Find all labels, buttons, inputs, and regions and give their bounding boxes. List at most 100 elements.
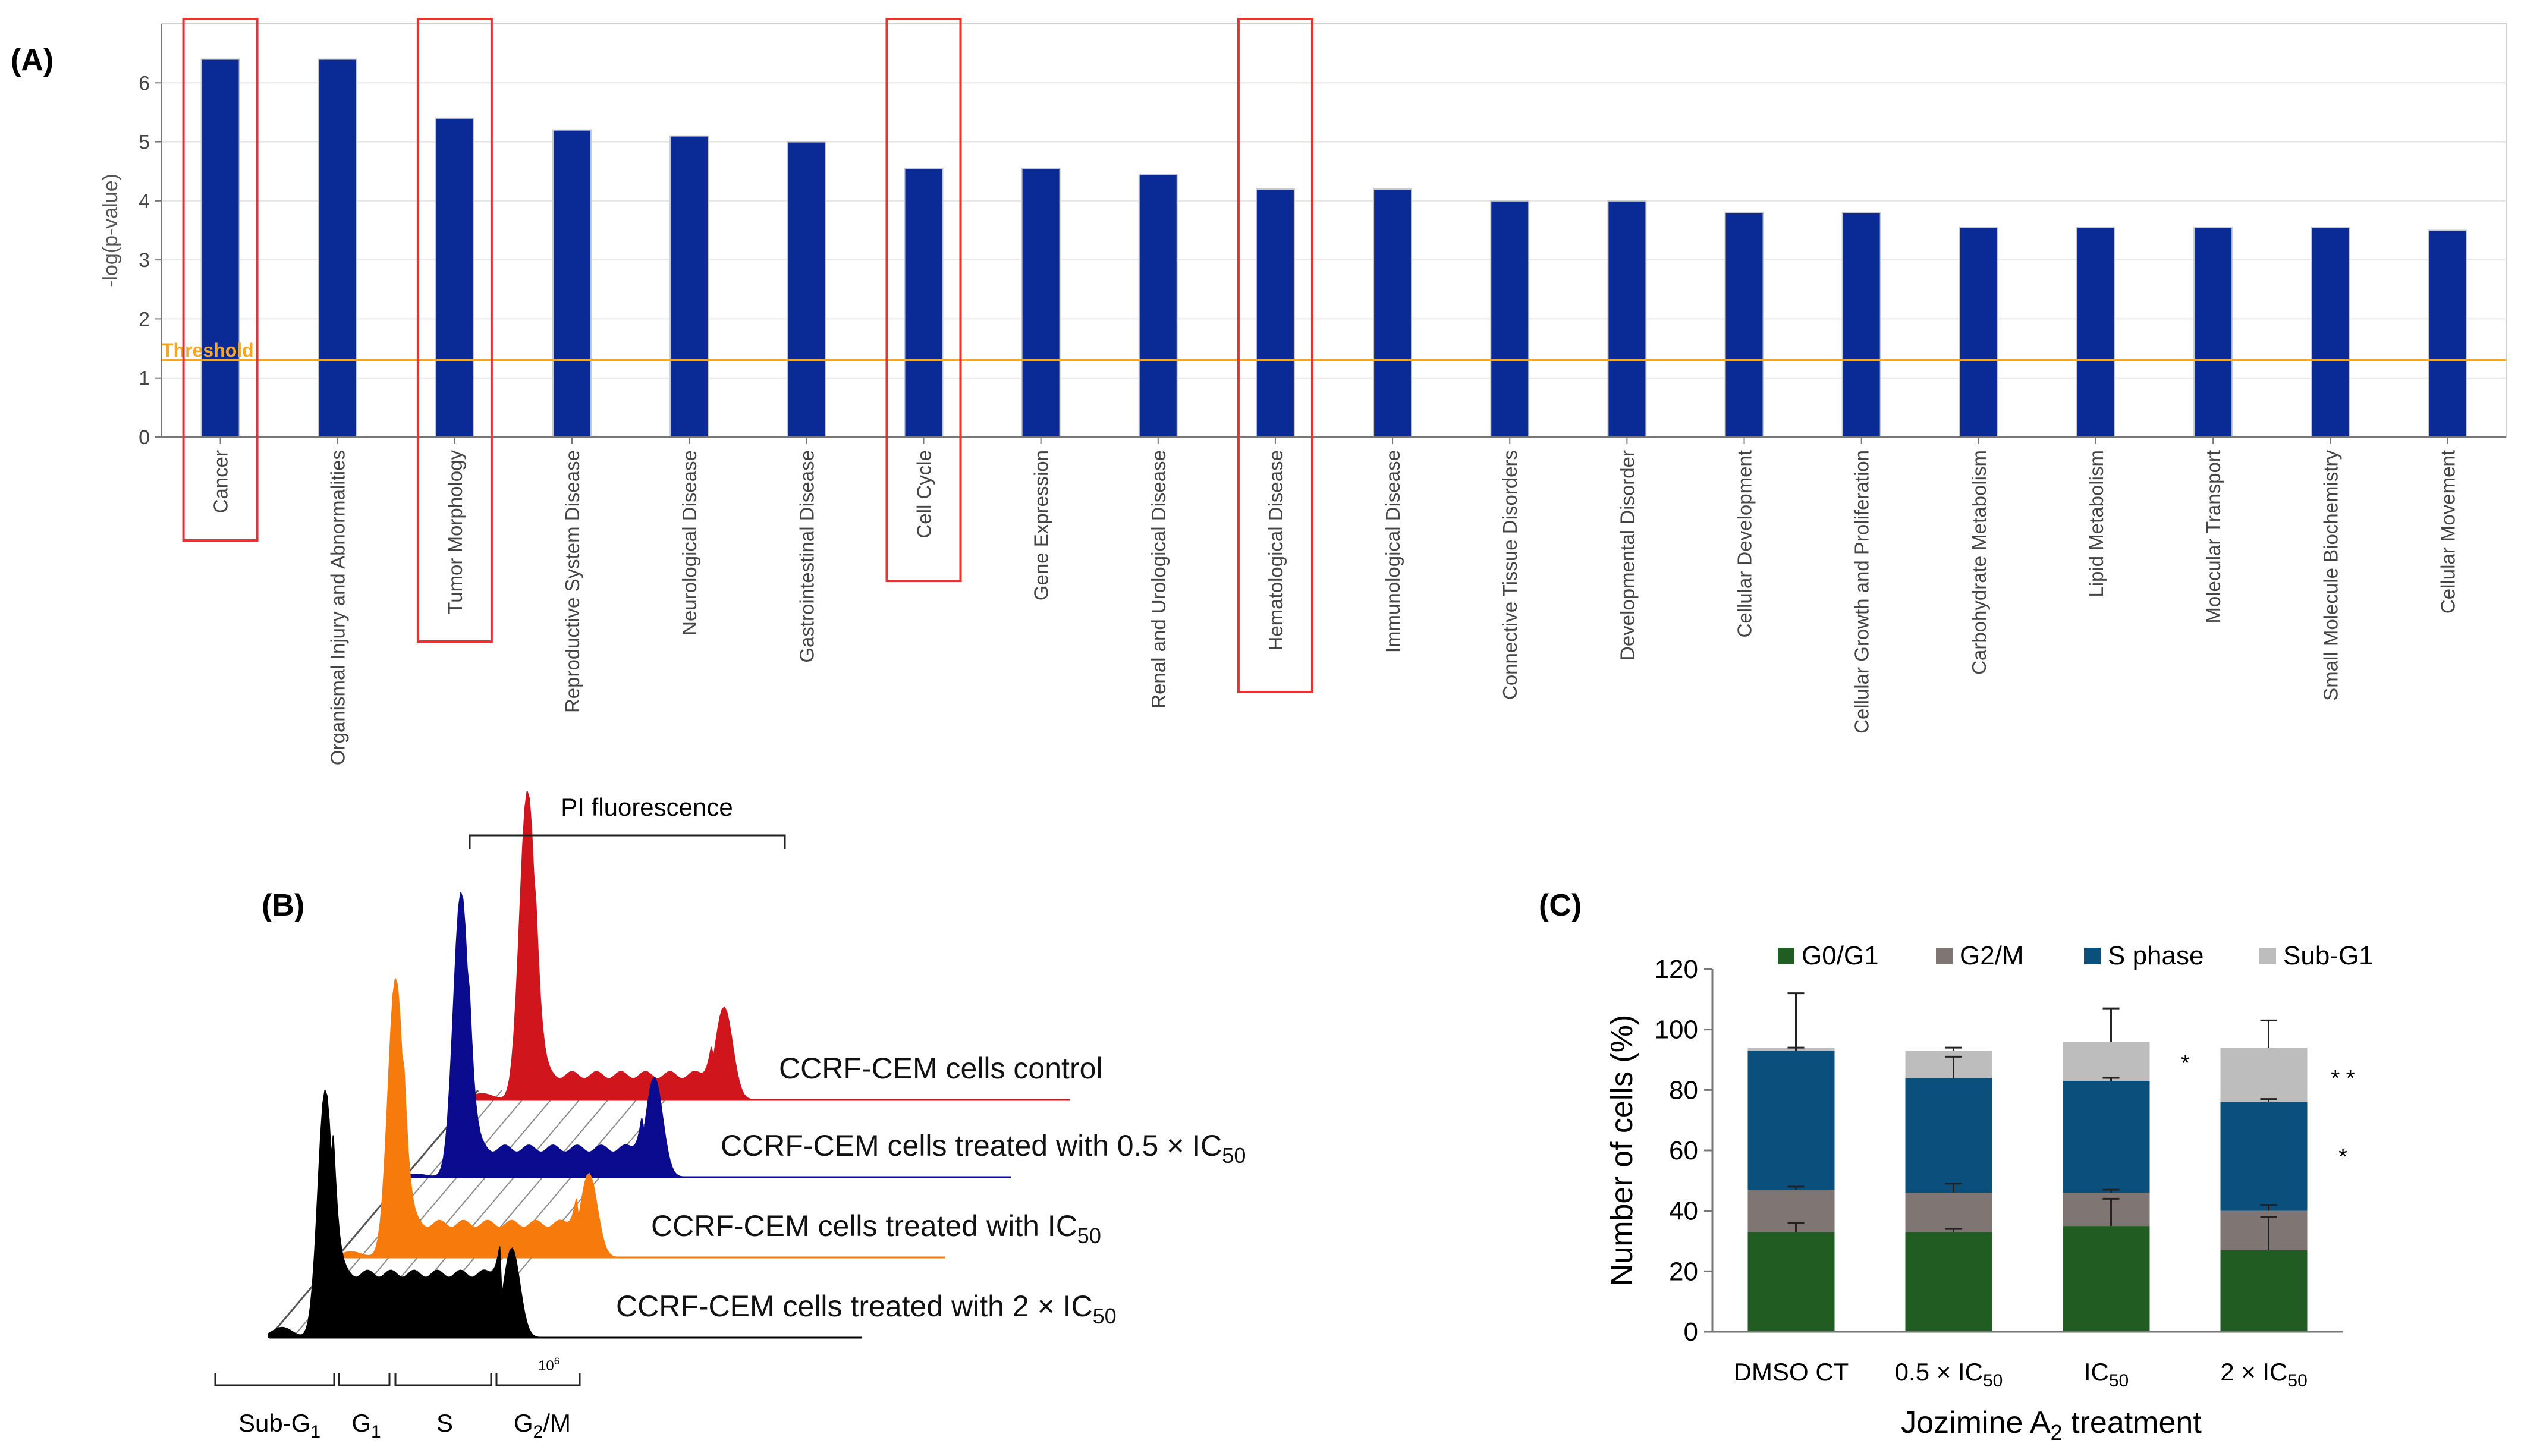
chart-c-category-label-main: 2 × IC	[2220, 1358, 2287, 1386]
chart-c-axes: 0 20 40 60 80 100 120	[1655, 955, 2343, 1347]
chart-a-category-label: Hematological Disease	[1265, 450, 1287, 651]
chart-b-phase-label: Sub-G1	[238, 1409, 320, 1442]
chart-b-phase-label-sub: 1	[371, 1422, 381, 1442]
chart-a-category-label: Cellular Development	[1734, 450, 1756, 637]
chart-a-grid	[161, 23, 2507, 438]
chart-b-tick-exp: 6	[554, 1356, 559, 1367]
chart-a-category-labels: Cancer Organismal Injury and Abnormalitie…	[210, 450, 2459, 766]
chart-a-highlight-box	[182, 18, 259, 542]
chart-c-significance-mark: *	[2338, 1144, 2347, 1169]
panel-b-label: (B)	[262, 888, 304, 923]
chart-b-series-label-main: CCRF-CEM cells treated with 0.5 × IC	[721, 1129, 1222, 1162]
chart-c-x-axis-label-main: Jozimine A	[1901, 1405, 2051, 1440]
chart-b-phase-label: G1	[351, 1409, 381, 1442]
chart-a-bar	[1255, 188, 1295, 438]
chart-b-phase-label-sub: 1	[310, 1422, 320, 1442]
chart-c-bar-segment	[1905, 1232, 1992, 1332]
chart-a-category-label: Reproductive System Disease	[561, 450, 583, 713]
chart-a-category-label: Molecular Transport	[2202, 450, 2224, 624]
chart-c: G0/G1 G2/M S phase Sub-G1 0 20 40 60 80 100 120 D…	[1605, 941, 2374, 1445]
chart-b-series-labels: CCRF-CEM cells control CCRF-CEM cells tre…	[616, 1052, 1246, 1328]
chart-a-bar	[318, 58, 357, 438]
chart-a-category-label: Carbohydrate Metabolism	[1968, 450, 1990, 675]
chart-b-histogram-1	[467, 791, 819, 1100]
chart-c-y-tick-label: 80	[1669, 1076, 1698, 1105]
chart-c-bar-segment	[1905, 1051, 1992, 1078]
chart-a-plot-frame	[161, 23, 2507, 438]
chart-a-y-tick-label: 5	[139, 131, 150, 154]
chart-b-histograms	[268, 791, 1070, 1339]
chart-b-top-bracket	[469, 834, 786, 849]
chart-c-category-label-sub: 50	[2287, 1371, 2307, 1391]
chart-c-x-axis-label: Jozimine A2 treatment	[1901, 1405, 2202, 1445]
chart-b-series-label-main: CCRF-CEM cells treated with 2 × IC	[616, 1290, 1093, 1323]
chart-a-bar	[2311, 227, 2350, 438]
chart-b-depth-axis	[268, 1090, 479, 1338]
chart-a-highlight-box	[1237, 18, 1313, 693]
chart-c-y-tick-label: 20	[1669, 1257, 1698, 1286]
chart-a-bar	[1959, 227, 1998, 438]
chart-c-category-label: 2 × IC50	[2220, 1358, 2308, 1391]
chart-a-y-tick-label: 4	[139, 190, 150, 213]
chart-a-bar	[1373, 188, 1413, 438]
chart-c-category-label-sub: 50	[2109, 1371, 2129, 1391]
chart-a-category-label: Organismal Injury and Abnormalities	[327, 450, 349, 765]
chart-a-bar	[2193, 227, 2233, 438]
chart-a-category-label: Tumor Morphology	[444, 450, 466, 614]
chart-c-legend-label: G0/G1	[1802, 941, 1879, 970]
chart-a-bar	[787, 141, 826, 438]
chart-b-series-label-4: CCRF-CEM cells treated with 2 × IC50	[616, 1290, 1117, 1328]
chart-c-y-tick-label: 120	[1655, 955, 1698, 984]
chart-a-y-tick-label: 2	[139, 308, 150, 331]
chart-a-y-tick-label: 0	[139, 426, 150, 449]
chart-c-category-label-sub: 50	[1983, 1371, 2003, 1391]
chart-a-highlight-box	[416, 18, 493, 643]
chart-a-bars	[200, 58, 2467, 438]
chart-c-legend-swatch	[1936, 948, 1953, 964]
panel-a-label: (A)	[11, 43, 54, 77]
chart-c-bar-segment	[2220, 1048, 2308, 1102]
chart-b-phase-bracket	[338, 1373, 391, 1386]
chart-a-bar	[2428, 229, 2467, 438]
chart-b-tick-base: 10	[538, 1358, 554, 1374]
chart-c-bar-segment	[2063, 1193, 2150, 1227]
panel-c-label: (C)	[1539, 888, 1582, 923]
chart-b-series-label-3: CCRF-CEM cells treated with IC50	[651, 1209, 1101, 1248]
chart-c-legend-swatch	[2259, 948, 2276, 964]
chart-c-bar-segment	[1905, 1193, 1992, 1232]
chart-b-brackets: Sub-G1 G1 S G2/M	[214, 834, 786, 1442]
chart-a-category-label: Cell Cycle	[913, 450, 935, 539]
chart-c-legend-label: S phase	[2108, 941, 2203, 970]
chart-a-category-label: Connective Tissue Disorders	[1499, 450, 1521, 700]
chart-b-phase-label-main: G	[351, 1409, 371, 1437]
chart-a-bar	[200, 58, 240, 438]
chart-a-bar	[1021, 168, 1061, 438]
chart-a-category-label: Neurological Disease	[678, 450, 700, 636]
chart-c-category-label: DMSO CT	[1734, 1358, 1849, 1386]
chart-a-category-label: Renal and Urological Disease	[1148, 450, 1170, 709]
chart-c-category-labels: DMSO CT 0.5 × IC50 IC50 2 × IC50	[1734, 1358, 2308, 1391]
chart-a-bar	[669, 135, 709, 438]
chart-c-bar-segment	[2063, 1226, 2150, 1332]
chart-a-threshold: Threshold	[162, 339, 2506, 361]
chart-b-phase-label: S	[436, 1409, 453, 1437]
chart-b-phase-label-tail: /M	[543, 1409, 571, 1437]
chart-a-y-axis-label: -log(p-value)	[99, 174, 122, 287]
chart-c-y-tick-label: 40	[1669, 1197, 1698, 1226]
chart-c-bar-segment	[1747, 1190, 1835, 1232]
chart-c-bar-segment	[2220, 1102, 2308, 1211]
chart-b-phase-label-main: S	[436, 1409, 453, 1437]
chart-c-category-label-main: DMSO CT	[1734, 1358, 1849, 1386]
chart-a-highlight-box	[885, 18, 962, 582]
chart-a-bar	[2076, 227, 2115, 438]
chart-b-histogram-4	[268, 1090, 602, 1338]
chart-b-phase-label: G2/M	[514, 1409, 571, 1442]
chart-a-category-label: Developmental Disorder	[1616, 450, 1638, 661]
chart-c-x-axis-label-tail: treatment	[2063, 1405, 2202, 1440]
chart-a-category-label: Small Molecule Biochemistry	[2319, 450, 2341, 701]
chart-a-threshold-label: Threshold	[162, 339, 254, 361]
chart-a-category-label: Lipid Metabolism	[2085, 450, 2107, 598]
chart-c-y-tick-label: 60	[1669, 1136, 1698, 1165]
chart-a-category-label: Gene Expression	[1030, 450, 1052, 600]
